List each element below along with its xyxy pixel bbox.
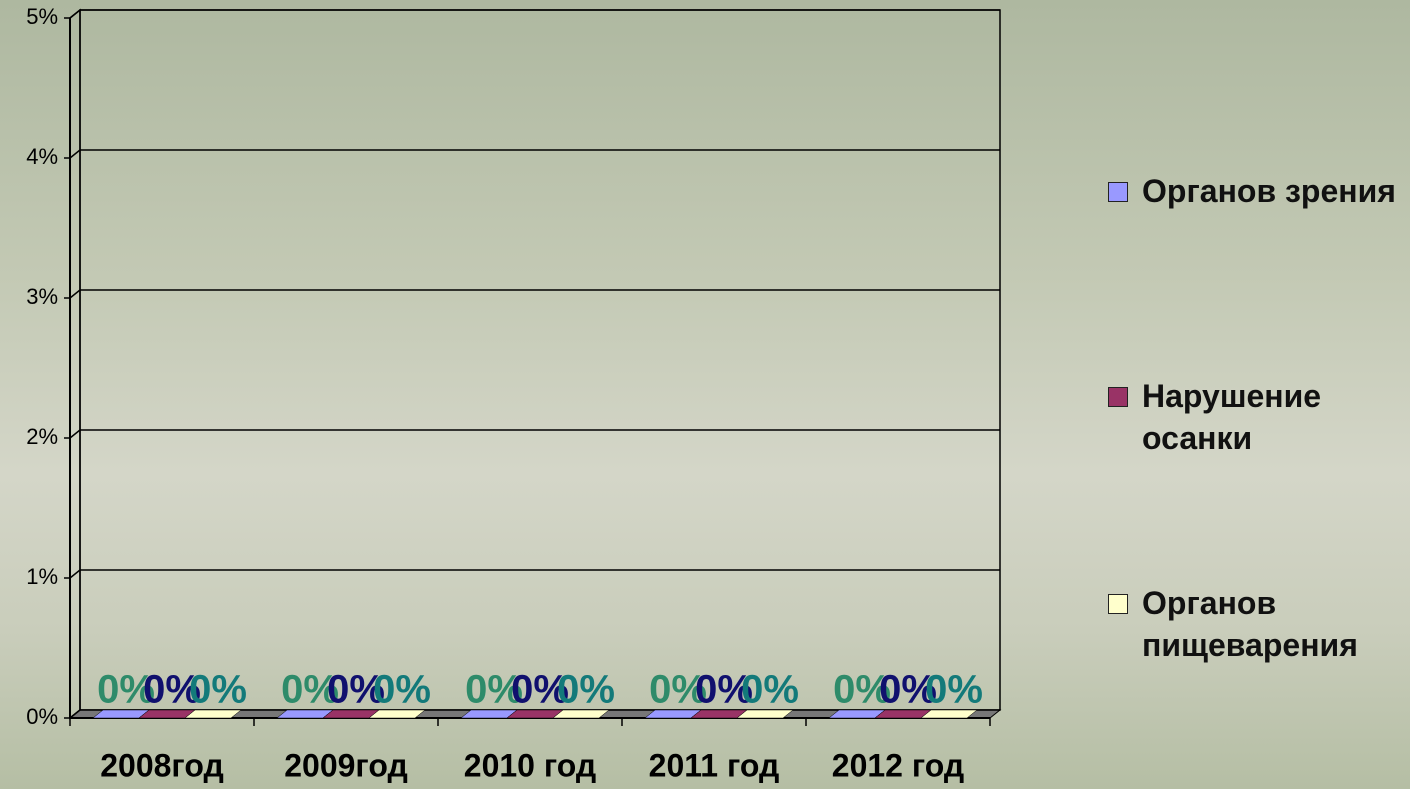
- legend-label: Органов пищеварения: [1142, 582, 1410, 666]
- legend-swatch: [1108, 182, 1128, 202]
- data-label: 0%: [925, 668, 983, 712]
- data-label: 0%: [557, 668, 615, 712]
- y-tick-label: 3%: [26, 284, 58, 309]
- grid-line: [70, 430, 80, 438]
- y-tick-label: 4%: [26, 144, 58, 169]
- x-tick-label: 2010 год: [464, 747, 596, 783]
- x-tick-label: 2012 год: [832, 747, 964, 783]
- grid-line: [70, 570, 80, 578]
- chart: 0%1%2%3%4%5%2008год0%0%0%2009год0%0%0%20…: [0, 0, 1410, 789]
- legend-label: Нарушение осанки: [1142, 375, 1410, 459]
- x-tick-label: 2011 год: [649, 747, 780, 783]
- y-tick-label: 2%: [26, 424, 58, 449]
- data-label: 0%: [189, 668, 247, 712]
- grid-line: [70, 10, 80, 18]
- y-tick-label: 0%: [26, 704, 58, 729]
- legend-swatch: [1108, 387, 1128, 407]
- legend-label: Органов зрения: [1142, 170, 1410, 212]
- x-tick-label: 2009год: [284, 747, 408, 783]
- x-tick-label: 2008год: [100, 747, 224, 783]
- back-wall: [80, 10, 1000, 710]
- y-tick-label: 1%: [26, 564, 58, 589]
- side-wall: [70, 10, 80, 718]
- data-label: 0%: [741, 668, 799, 712]
- grid-line: [70, 290, 80, 298]
- grid-line: [70, 150, 80, 158]
- legend-swatch: [1108, 594, 1128, 614]
- y-tick-label: 5%: [26, 4, 58, 29]
- data-label: 0%: [373, 668, 431, 712]
